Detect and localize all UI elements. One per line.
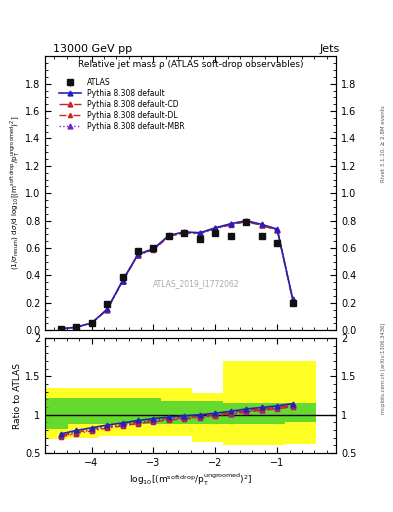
Pythia 8.308 default-MBR xyxy=(228,221,233,227)
Pythia 8.308 default xyxy=(167,232,171,239)
Text: Rivet 3.1.10, ≥ 2.8M events: Rivet 3.1.10, ≥ 2.8M events xyxy=(381,105,386,182)
Pythia 8.308 default xyxy=(89,320,94,326)
Y-axis label: Ratio to ATLAS: Ratio to ATLAS xyxy=(13,362,22,429)
Pythia 8.308 default-DL xyxy=(259,222,264,228)
Pythia 8.308 default-CD xyxy=(151,246,156,252)
Pythia 8.308 default-MBR xyxy=(275,227,279,233)
Pythia 8.308 default-MBR xyxy=(290,296,295,303)
Pythia 8.308 default-MBR xyxy=(244,218,249,224)
Pythia 8.308 default-CD xyxy=(182,229,187,236)
Title: Relative jet mass ρ (ATLAS soft-drop observables): Relative jet mass ρ (ATLAS soft-drop obs… xyxy=(78,60,303,69)
Pythia 8.308 default xyxy=(74,324,79,330)
Pythia 8.308 default-DL xyxy=(105,307,109,313)
Pythia 8.308 default-DL xyxy=(58,326,63,332)
Text: ATLAS_2019_I1772062: ATLAS_2019_I1772062 xyxy=(153,279,240,288)
Pythia 8.308 default-DL xyxy=(120,279,125,285)
Line: Pythia 8.308 default: Pythia 8.308 default xyxy=(58,218,295,331)
Pythia 8.308 default-DL xyxy=(136,252,140,258)
Pythia 8.308 default xyxy=(213,225,218,231)
Pythia 8.308 default xyxy=(290,296,295,302)
Line: Pythia 8.308 default-CD: Pythia 8.308 default-CD xyxy=(58,219,295,331)
Pythia 8.308 default xyxy=(151,246,156,252)
Pythia 8.308 default-CD xyxy=(228,221,233,227)
Pythia 8.308 default-CD xyxy=(213,225,218,231)
Line: Pythia 8.308 default-DL: Pythia 8.308 default-DL xyxy=(59,220,295,331)
Pythia 8.308 default xyxy=(259,221,264,227)
Pythia 8.308 default-DL xyxy=(290,297,295,303)
Pythia 8.308 default-DL xyxy=(167,233,171,240)
Pythia 8.308 default-DL xyxy=(275,227,279,233)
Pythia 8.308 default-CD xyxy=(105,306,109,312)
Pythia 8.308 default xyxy=(228,221,233,227)
Pythia 8.308 default-DL xyxy=(182,230,187,236)
Pythia 8.308 default xyxy=(105,306,109,312)
Pythia 8.308 default xyxy=(136,251,140,258)
Pythia 8.308 default-MBR xyxy=(105,307,109,313)
Pythia 8.308 default-MBR xyxy=(167,233,171,239)
Y-axis label: $(1/\sigma_{\rm resum})$ d$\sigma$/d log$_{10}$[(m$^{\rm soft\,drop}$/p$_{\rm T}: $(1/\sigma_{\rm resum})$ d$\sigma$/d log… xyxy=(9,116,22,270)
Pythia 8.308 default xyxy=(120,278,125,284)
Pythia 8.308 default-CD xyxy=(275,226,279,232)
Pythia 8.308 default-DL xyxy=(213,226,218,232)
Pythia 8.308 default-MBR xyxy=(259,222,264,228)
Pythia 8.308 default-CD xyxy=(136,251,140,258)
Pythia 8.308 default xyxy=(275,226,279,232)
Pythia 8.308 default-CD xyxy=(74,324,79,330)
Pythia 8.308 default-CD xyxy=(167,232,171,239)
Pythia 8.308 default-MBR xyxy=(213,225,218,231)
Legend: ATLAS, Pythia 8.308 default, Pythia 8.308 default-CD, Pythia 8.308 default-DL, P: ATLAS, Pythia 8.308 default, Pythia 8.30… xyxy=(58,77,186,132)
Pythia 8.308 default-MBR xyxy=(89,320,94,326)
Pythia 8.308 default-CD xyxy=(259,222,264,228)
Pythia 8.308 default-MBR xyxy=(74,324,79,330)
Text: Jets: Jets xyxy=(320,44,340,54)
X-axis label: log$_{10}$[(m$^{\rm soft\,drop}$/p$_{\rm T}^{\rm ungroomed}$)$^{2}$]: log$_{10}$[(m$^{\rm soft\,drop}$/p$_{\rm… xyxy=(129,472,252,488)
Pythia 8.308 default-MBR xyxy=(58,326,63,332)
Pythia 8.308 default-MBR xyxy=(136,251,140,258)
Pythia 8.308 default-CD xyxy=(290,296,295,303)
Pythia 8.308 default-CD xyxy=(198,230,202,236)
Pythia 8.308 default-DL xyxy=(151,247,156,253)
Pythia 8.308 default-DL xyxy=(74,324,79,330)
Pythia 8.308 default xyxy=(58,326,63,332)
Text: 13000 GeV pp: 13000 GeV pp xyxy=(53,44,132,54)
Pythia 8.308 default-DL xyxy=(198,231,202,237)
Pythia 8.308 default-DL xyxy=(228,222,233,228)
Pythia 8.308 default-CD xyxy=(120,278,125,284)
Pythia 8.308 default-DL xyxy=(89,320,94,326)
Pythia 8.308 default-MBR xyxy=(198,230,202,237)
Pythia 8.308 default-MBR xyxy=(120,278,125,284)
Pythia 8.308 default-DL xyxy=(244,219,249,225)
Pythia 8.308 default xyxy=(244,218,249,224)
Pythia 8.308 default-CD xyxy=(89,320,94,326)
Pythia 8.308 default xyxy=(198,230,202,236)
Pythia 8.308 default-MBR xyxy=(182,229,187,236)
Pythia 8.308 default-CD xyxy=(244,218,249,224)
Pythia 8.308 default-CD xyxy=(58,326,63,332)
Text: mcplots.cern.ch [arXiv:1306.3436]: mcplots.cern.ch [arXiv:1306.3436] xyxy=(381,323,386,414)
Pythia 8.308 default xyxy=(182,229,187,235)
Pythia 8.308 default-MBR xyxy=(151,246,156,252)
Line: Pythia 8.308 default-MBR: Pythia 8.308 default-MBR xyxy=(58,219,295,331)
